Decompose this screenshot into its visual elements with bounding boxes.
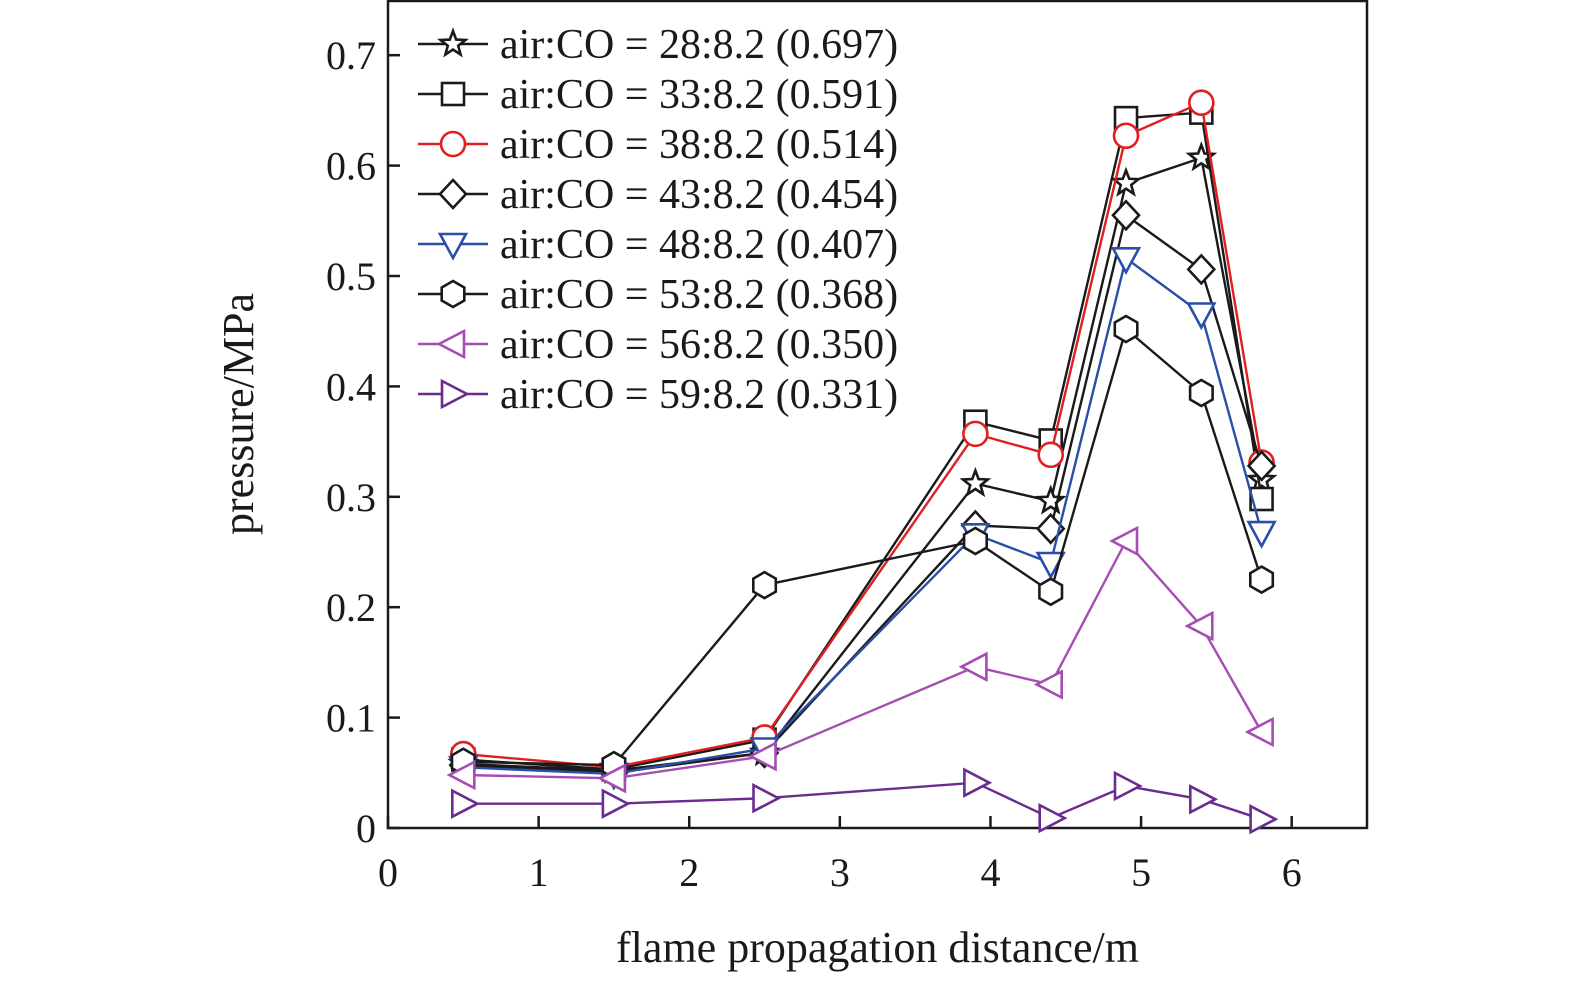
y-tick-label: 0.5: [326, 254, 376, 299]
series-line: [463, 326, 1263, 767]
data-point: [1249, 486, 1274, 512]
data-point: [446, 759, 476, 791]
data-point: [450, 788, 481, 819]
legend-entry: air:CO = 43:8.2 (0.454): [418, 172, 898, 218]
data-point: [1113, 314, 1139, 344]
data-point: [963, 767, 993, 798]
series-line: [463, 781, 1262, 821]
x-tick-label: 6: [1282, 850, 1302, 895]
legend-marker: [437, 27, 469, 58]
plot-area: [386, 0, 1369, 830]
legend-marker: [436, 328, 466, 360]
legend-entry: air:CO = 28:8.2 (0.697): [418, 22, 898, 68]
data-point: [1186, 302, 1217, 331]
legend-label: air:CO = 56:8.2 (0.350): [500, 322, 898, 368]
data-point: [1188, 89, 1215, 116]
series-8: [450, 767, 1279, 835]
data-point: [751, 570, 778, 600]
y-tick-label: 0.2: [326, 585, 376, 630]
data-point: [1037, 441, 1065, 469]
data-point: [1184, 610, 1214, 642]
x-tick-label: 3: [830, 850, 850, 895]
legend-entry: air:CO = 53:8.2 (0.368): [418, 272, 898, 318]
legend-label: air:CO = 33:8.2 (0.591): [500, 72, 898, 118]
data-point: [1110, 247, 1142, 276]
data-point: [752, 783, 782, 814]
data-point: [597, 763, 627, 794]
data-point: [1034, 484, 1067, 515]
data-point: [959, 466, 992, 498]
data-point: [1109, 525, 1139, 557]
legend-entry: air:CO = 33:8.2 (0.591): [418, 72, 898, 118]
x-tick-label: 2: [679, 850, 699, 895]
x-tick-label: 5: [1131, 850, 1151, 895]
data-point: [962, 526, 989, 556]
legend-label: air:CO = 43:8.2 (0.454): [500, 172, 898, 218]
data-point: [1246, 449, 1277, 482]
series-7: [446, 525, 1274, 794]
legend-entry: air:CO = 56:8.2 (0.350): [418, 322, 898, 368]
x-axis-label: flame propagation distance/m: [616, 923, 1139, 972]
series-line: [463, 156, 1263, 772]
data-point: [747, 741, 777, 772]
series-line: [463, 111, 1263, 771]
data-point: [1186, 253, 1217, 286]
data-point: [1249, 565, 1275, 595]
data-point: [1246, 520, 1277, 549]
legend: air:CO = 28:8.2 (0.697)air:CO = 33:8.2 (…: [418, 22, 898, 418]
series-6: [450, 314, 1275, 780]
legend-label: air:CO = 53:8.2 (0.368): [500, 272, 898, 318]
legend-marker: [439, 130, 467, 158]
legend-entry: air:CO = 48:8.2 (0.407): [418, 222, 898, 268]
y-tick-label: 0.4: [326, 364, 376, 409]
data-point: [1038, 802, 1068, 834]
x-tick-label: 4: [980, 850, 1000, 895]
series-line: [463, 538, 1263, 780]
x-tick-label: 0: [378, 850, 398, 895]
legend-marker: [440, 378, 470, 410]
y-axis-label: pressure/MPa: [214, 293, 263, 535]
y-tick-label: 0.3: [326, 475, 376, 520]
data-point: [1244, 716, 1274, 748]
data-point: [1249, 804, 1279, 835]
data-point: [1112, 122, 1140, 150]
data-point: [1111, 199, 1141, 232]
data-point: [1188, 378, 1214, 408]
data-point: [601, 788, 631, 819]
plot-frame: [386, 0, 1369, 830]
y-tick-label: 0.7: [326, 33, 376, 78]
legend-marker: [440, 279, 466, 309]
x-tick-label: 1: [529, 850, 549, 895]
data-point: [1038, 577, 1064, 607]
legend-entry: air:CO = 38:8.2 (0.514): [418, 122, 898, 168]
data-point: [962, 420, 989, 448]
legend-entry: air:CO = 59:8.2 (0.331): [418, 372, 898, 418]
legend-label: air:CO = 38:8.2 (0.514): [500, 122, 898, 168]
legend-label: air:CO = 59:8.2 (0.331): [500, 372, 898, 418]
legend-marker: [440, 81, 466, 107]
legend-marker: [437, 232, 469, 261]
data-point: [1189, 784, 1219, 815]
y-tick-label: 0.1: [326, 696, 376, 741]
legend-marker: [438, 178, 468, 210]
data-point: [1033, 669, 1063, 700]
axes: 0 1 2 3 4 5 6 0 0.1 0.2 0.3 0.4 0.5 0.6 0.7: [326, 33, 1302, 895]
data-point: [1113, 770, 1143, 802]
y-tick-label: 0.6: [326, 144, 376, 189]
series-line: [463, 100, 1263, 769]
y-tick-label: 0: [356, 806, 376, 851]
series-layer: [446, 89, 1279, 835]
legend-label: air:CO = 48:8.2 (0.407): [500, 222, 898, 268]
data-point: [958, 651, 988, 682]
legend-label: air:CO = 28:8.2 (0.697): [500, 22, 898, 68]
